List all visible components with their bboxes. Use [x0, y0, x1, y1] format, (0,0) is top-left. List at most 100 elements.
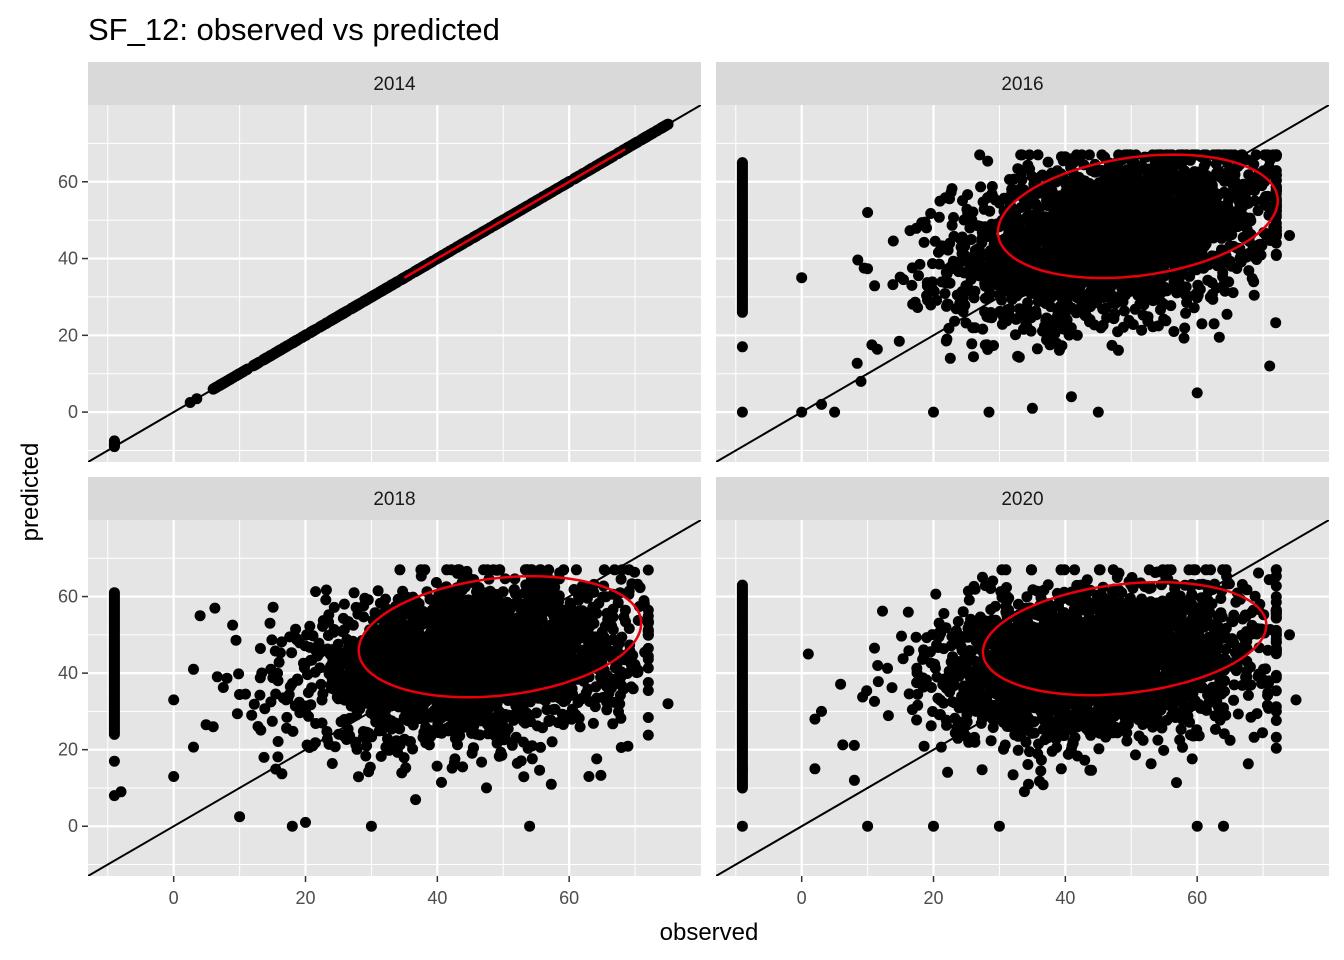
data-point	[640, 131, 652, 143]
facet-strip	[716, 62, 1329, 105]
data-point	[1128, 240, 1140, 252]
data-point	[1218, 278, 1230, 290]
data-point	[1095, 250, 1106, 261]
data-point	[1109, 227, 1121, 239]
data-point	[1125, 278, 1136, 290]
data-point	[984, 223, 996, 235]
data-point	[855, 375, 867, 387]
data-point	[1031, 343, 1043, 355]
data-point	[1194, 283, 1206, 295]
data-point	[974, 149, 986, 161]
data-point	[1205, 178, 1217, 190]
data-point	[1103, 288, 1115, 300]
data-point	[1134, 298, 1146, 310]
data-point	[191, 393, 203, 405]
data-point	[1086, 185, 1098, 197]
data-point	[990, 241, 1002, 252]
data-point	[1037, 325, 1048, 337]
data-point	[390, 277, 402, 289]
data-point	[1112, 326, 1124, 338]
data-point	[862, 263, 873, 275]
data-point	[553, 590, 565, 602]
data-point	[1168, 326, 1180, 337]
data-point	[866, 339, 878, 351]
data-layer	[88, 520, 701, 876]
data-point	[1022, 159, 1034, 171]
data-point	[1213, 331, 1225, 343]
y-tick-label: 0	[68, 402, 78, 422]
data-point	[631, 136, 643, 148]
data-point	[1126, 163, 1138, 175]
data-point	[1035, 170, 1047, 182]
data-point	[262, 351, 274, 363]
data-point	[397, 585, 409, 597]
data-point	[1136, 285, 1148, 297]
data-point	[541, 704, 553, 716]
data-point	[441, 564, 453, 576]
data-point	[276, 343, 288, 355]
data-point	[467, 742, 479, 754]
data-point	[1155, 304, 1166, 316]
data-point	[1227, 287, 1239, 299]
data-point	[207, 383, 219, 395]
data-point	[1165, 300, 1177, 312]
data-point	[1252, 205, 1264, 217]
data-point	[1248, 289, 1260, 301]
data-point	[537, 722, 548, 734]
data-point	[972, 243, 984, 255]
data-point	[614, 634, 626, 646]
data-point	[994, 265, 1006, 277]
data-point	[1136, 324, 1148, 336]
data-point	[625, 681, 637, 693]
data-point	[736, 157, 748, 169]
data-point	[925, 208, 937, 219]
facet-strip-label: 2014	[373, 74, 416, 95]
data-point	[1166, 158, 1178, 170]
data-point	[1181, 236, 1193, 248]
data-point	[1237, 231, 1249, 243]
data-point	[304, 327, 316, 338]
data-point	[1168, 202, 1180, 214]
data-point	[1067, 249, 1079, 261]
data-point	[959, 249, 971, 261]
data-point	[272, 736, 284, 747]
data-point	[1093, 177, 1105, 189]
data-point	[333, 728, 345, 740]
data-point	[316, 320, 328, 332]
data-point	[1048, 202, 1060, 214]
data-point	[983, 291, 995, 303]
data-point	[1123, 262, 1135, 273]
data-point	[985, 189, 997, 201]
data-point	[615, 573, 627, 585]
data-point	[642, 677, 654, 688]
data-point	[1142, 261, 1153, 273]
data-point	[939, 288, 951, 299]
data-point	[1208, 211, 1220, 223]
data-point	[994, 305, 1006, 317]
data-point	[1057, 319, 1068, 331]
data-point	[662, 118, 674, 130]
data-point	[1092, 239, 1104, 251]
data-point	[1094, 222, 1106, 234]
data-point	[1147, 245, 1159, 257]
data-point	[1214, 171, 1226, 182]
data-point	[944, 277, 956, 289]
data-point	[1158, 180, 1170, 192]
data-point	[983, 311, 995, 323]
data-point	[1056, 151, 1067, 163]
data-point	[1065, 391, 1077, 403]
data-point	[1090, 165, 1102, 177]
scatter-points	[736, 149, 1295, 418]
data-point	[904, 225, 916, 237]
data-point	[982, 248, 994, 260]
data-point	[304, 620, 316, 632]
data-point	[1111, 249, 1123, 261]
data-point	[1032, 149, 1044, 161]
y-tick-label: 60	[58, 172, 78, 192]
data-point	[928, 406, 939, 418]
data-point	[921, 222, 932, 234]
data-point	[1023, 244, 1034, 256]
data-point	[862, 207, 874, 218]
data-point	[979, 280, 991, 292]
